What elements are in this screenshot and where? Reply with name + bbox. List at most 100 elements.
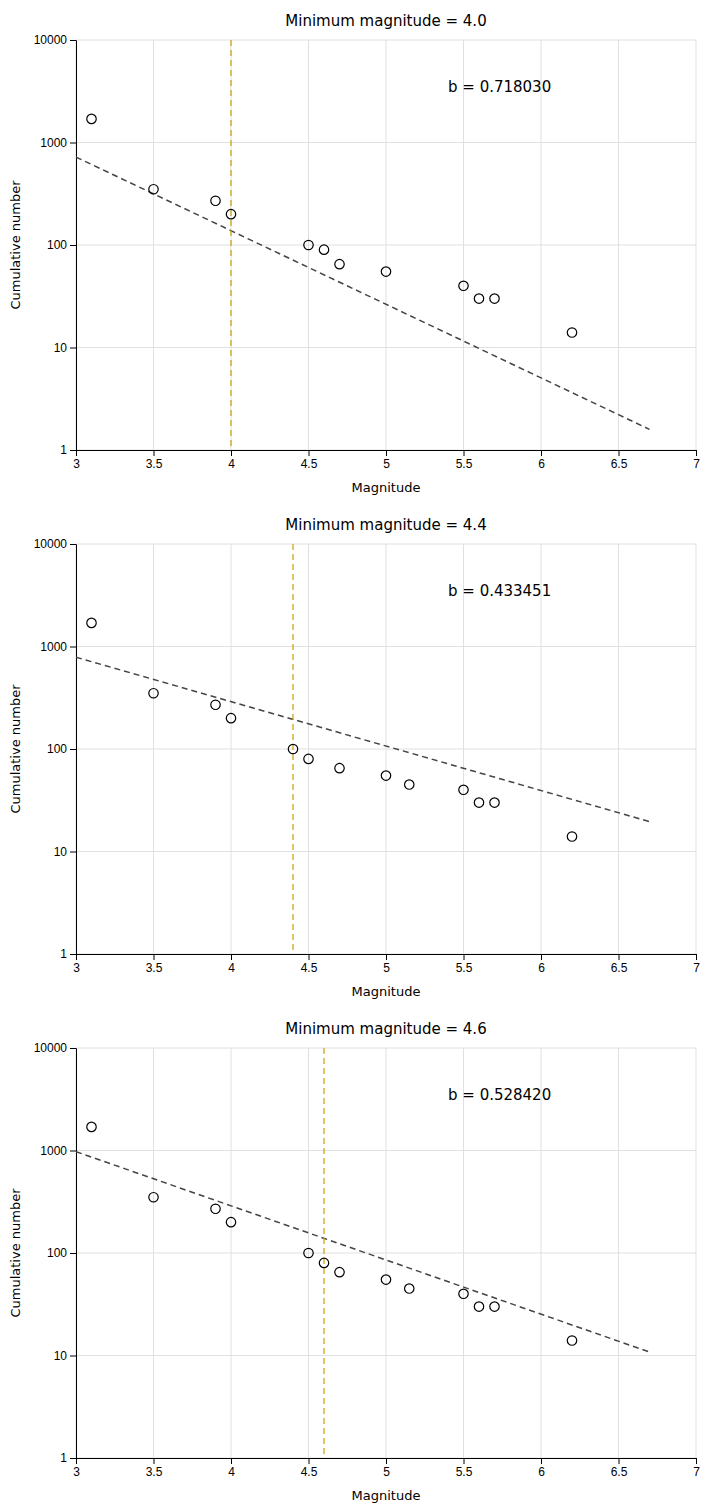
tick-mark	[386, 954, 387, 960]
grid-line	[76, 1253, 696, 1254]
tick: 5	[383, 954, 390, 975]
tick-label: 10000	[34, 537, 68, 551]
tick: 6	[538, 954, 545, 975]
figure: 3 3.5 4 4.5 5 5.5 6 6.5 7 1 10 100 1000 10000 Minimum …	[0, 0, 722, 1512]
panel: 33.544.555.566.57110100100010000Minimum …	[8, 516, 700, 999]
tick-label: 4	[228, 1465, 235, 1479]
tick: 100	[47, 742, 76, 756]
tick-mark	[154, 1458, 155, 1464]
tick-label: 10	[54, 845, 68, 859]
axis-line	[70, 41, 77, 451]
tick-label: 1000	[40, 1144, 67, 1158]
point	[405, 780, 414, 789]
tick-mark	[70, 647, 76, 648]
axis-line	[70, 545, 77, 955]
point	[304, 754, 313, 763]
tick-mark	[70, 143, 76, 144]
axis-line	[77, 1459, 697, 1465]
tick-label: 5	[383, 1465, 390, 1479]
tick-mark	[70, 852, 76, 853]
point	[304, 240, 313, 249]
title: Minimum magnitude = 4.6	[285, 1020, 486, 1038]
point	[490, 798, 499, 807]
tick-mark	[386, 450, 387, 456]
title: Minimum magnitude = 4.0	[285, 12, 486, 30]
tick-mark	[619, 954, 620, 960]
point	[288, 744, 297, 753]
point	[304, 1248, 313, 1257]
tick: 1000	[40, 640, 76, 654]
point	[87, 618, 96, 627]
tick-mark	[386, 1458, 387, 1464]
tick: 3	[73, 954, 80, 975]
annotation: b = 0.718030	[448, 78, 551, 96]
tick-mark	[70, 954, 76, 955]
tick: 5.5	[456, 1458, 473, 1479]
grid-line	[76, 1355, 696, 1356]
tick: 4	[228, 1458, 235, 1479]
tick-label: 5	[383, 457, 390, 471]
point	[335, 763, 344, 772]
tick-mark	[464, 1458, 465, 1464]
tick: 1	[60, 1451, 76, 1465]
grid-line	[76, 749, 696, 750]
tick-label: 6.5	[611, 1465, 628, 1479]
tick-label: 1000	[40, 136, 67, 150]
x-axis: 33.544.555.566.57	[73, 450, 700, 471]
tick-mark	[70, 1356, 76, 1357]
tick: 7	[693, 450, 700, 471]
tick-label: 3	[73, 1465, 80, 1479]
point	[87, 1122, 96, 1131]
tick: 4	[228, 450, 235, 471]
tick-mark	[696, 450, 697, 456]
tick: 6.5	[611, 450, 628, 471]
point	[226, 713, 235, 722]
tick-label: 6	[538, 457, 545, 471]
tick-mark	[70, 450, 76, 451]
point	[567, 328, 576, 337]
plot-area	[76, 40, 650, 450]
x-axis-title: Magnitude	[352, 480, 421, 495]
tick: 5	[383, 450, 390, 471]
annotation: b = 0.528420	[448, 1086, 551, 1104]
point	[381, 771, 390, 780]
point	[474, 798, 483, 807]
tick-mark	[70, 1048, 76, 1049]
tick: 3.5	[146, 450, 163, 471]
grid-line	[76, 646, 696, 647]
grid-line	[76, 544, 696, 545]
tick-mark	[154, 450, 155, 456]
tick-label: 10000	[34, 1041, 68, 1055]
tick: 4	[228, 954, 235, 975]
tick-label: 5.5	[456, 961, 473, 975]
point	[381, 1275, 390, 1284]
tick: 7	[693, 1458, 700, 1479]
tick: 3	[73, 450, 80, 471]
point	[474, 1302, 483, 1311]
tick-label: 100	[47, 238, 67, 252]
tick-mark	[541, 450, 542, 456]
tick: 6	[538, 1458, 545, 1479]
tick-label: 10	[54, 341, 68, 355]
grid-line	[76, 1150, 696, 1151]
tick-label: 1	[60, 1451, 67, 1465]
tick: 3.5	[146, 954, 163, 975]
grid-line	[76, 851, 696, 852]
grid-line	[76, 347, 696, 348]
tick: 3	[73, 1458, 80, 1479]
tick: 6.5	[611, 954, 628, 975]
grid	[76, 40, 696, 450]
grid	[76, 1048, 696, 1458]
tick: 6	[538, 450, 545, 471]
tick-label: 6	[538, 1465, 545, 1479]
point	[149, 1193, 158, 1202]
tick-label: 1	[60, 443, 67, 457]
axis-line	[77, 451, 697, 457]
point	[405, 1284, 414, 1293]
tick: 6.5	[611, 1458, 628, 1479]
tick-mark	[541, 1458, 542, 1464]
tick: 5.5	[456, 450, 473, 471]
tick: 4.5	[301, 954, 318, 975]
tick-label: 5	[383, 961, 390, 975]
tick-mark	[231, 1458, 232, 1464]
